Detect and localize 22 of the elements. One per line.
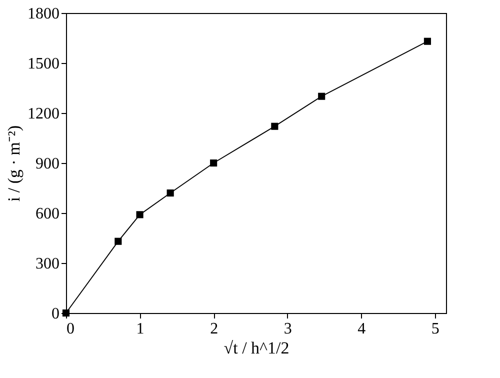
x-tick-label: 2 [210,320,218,338]
x-tick-label: 5 [431,320,440,338]
point [114,238,122,245]
y-tick-label: 600 [36,206,60,222]
y-tick-label: 0 [52,306,60,322]
y-axis-title: i / (g · m⁻²) [4,125,24,202]
point [136,211,144,218]
x-tick-label: 3 [284,320,292,338]
point [424,38,432,45]
point [271,122,278,130]
y-tick-label: 1500 [28,56,60,72]
y-tick-label: 1200 [28,106,60,122]
point [166,189,174,197]
y-tick-label: 300 [36,256,60,272]
y-tick-label: 900 [36,156,60,172]
x-tick-label: 1 [136,320,144,338]
y-tick-label: 1800 [28,6,60,22]
x-axis-title: √t / h^1/2 [224,338,290,358]
point [318,92,326,100]
point [210,159,218,167]
x-tick-label: 0 [66,320,74,338]
x-tick-label: 4 [358,320,366,338]
